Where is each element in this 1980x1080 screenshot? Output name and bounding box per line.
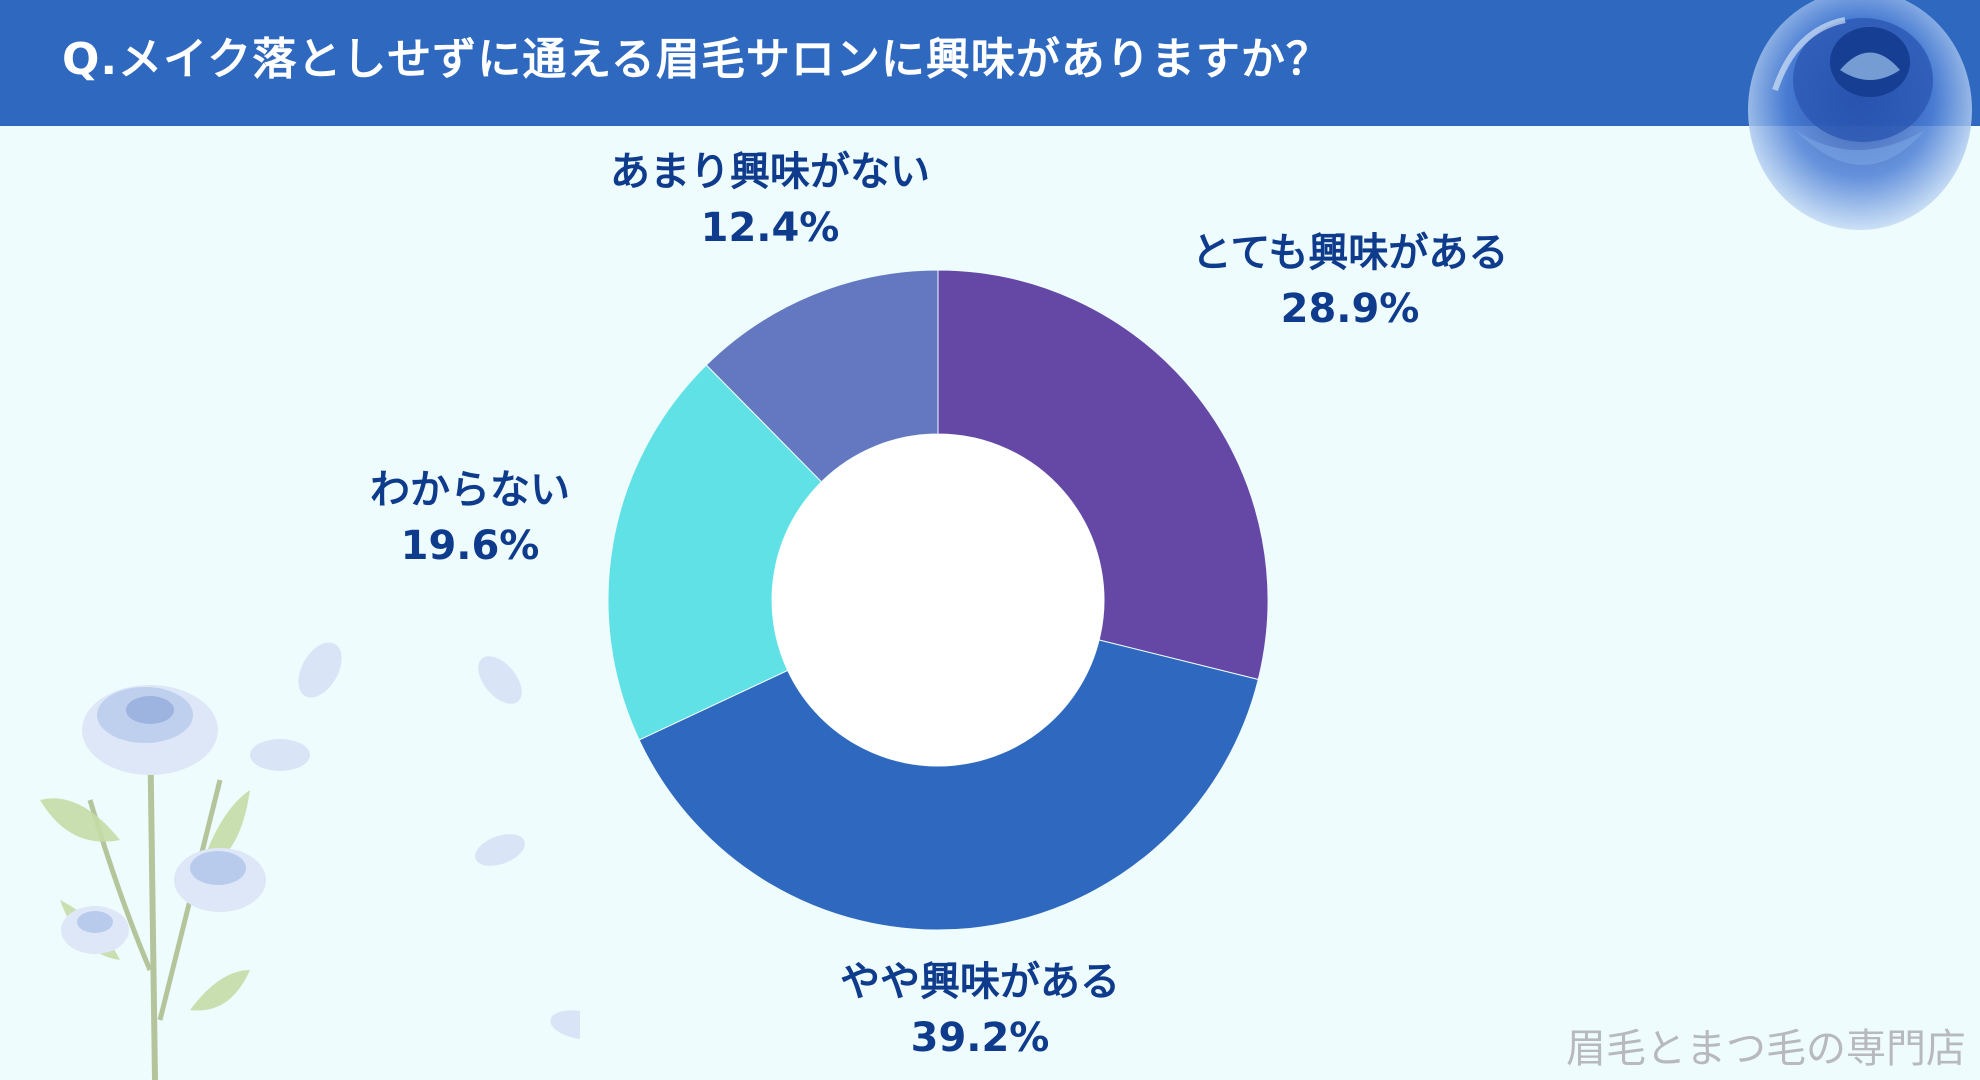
donut-hole (772, 434, 1104, 766)
slice-label-value: 28.9% (1280, 286, 1420, 332)
slice-label-somewhat-interested: やや興味がある 39.2% (800, 954, 1160, 1066)
slice-label-value: 19.6% (400, 523, 540, 569)
slice-label-not-sure: わからない 19.6% (310, 462, 630, 574)
donut-slice-not-very-interested (705, 269, 939, 483)
slice-label-name: あまり興味がない (610, 149, 930, 195)
slice-label-value: 39.2% (910, 1015, 1050, 1061)
slice-label-very-interested: とても興味がある 28.9% (1170, 225, 1530, 337)
rose-decoration-icon (1748, 0, 1972, 230)
slice-label-name: わからない (370, 467, 570, 513)
flower-decoration-icon (40, 642, 580, 1080)
chart-title: Q.メイク落としせずに通える眉毛サロンに興味がありますか？ (62, 34, 1331, 85)
slice-label-value: 12.4% (700, 205, 840, 251)
slice-label-name: やや興味がある (840, 959, 1120, 1005)
watermark: 眉毛とまつ毛の専門店 (1566, 1026, 1966, 1072)
title-bar: Q.メイク落としせずに通える眉毛サロンに興味がありますか？ (0, 0, 1980, 126)
slice-label-not-very-interested: あまり興味がない 12.4% (570, 144, 970, 256)
slice-label-name: とても興味がある (1191, 230, 1509, 276)
